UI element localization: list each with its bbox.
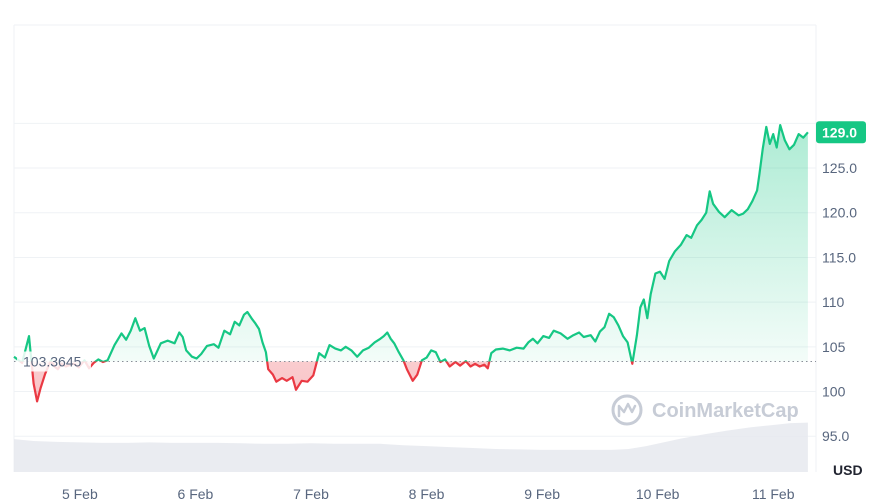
- watermark: CoinMarketCap: [611, 394, 799, 426]
- y-tick-label: 95.0: [822, 428, 849, 444]
- y-tick-label: 110: [822, 294, 845, 310]
- y-tick-label: 125.0: [822, 160, 857, 176]
- x-tick-label: 9 Feb: [524, 486, 560, 502]
- price-line-down: [18, 361, 634, 403]
- y-tick-label: 100: [822, 384, 846, 400]
- y-tick-label: 105: [822, 339, 846, 355]
- volume-bar-area: [14, 422, 808, 472]
- x-axis: 5 Feb 6 Feb 7 Feb 8 Feb 9 Feb 10 Feb 11 Feb: [62, 486, 795, 502]
- baseline-value-label: 103.3645: [17, 351, 91, 372]
- y-tick-label: 115.0: [822, 249, 856, 265]
- x-tick-label: 8 Feb: [409, 486, 445, 502]
- area-fill-up: [14, 125, 808, 362]
- x-tick-label: 7 Feb: [293, 486, 329, 502]
- area-fill-down: [14, 361, 808, 402]
- price-line: [13, 124, 809, 403]
- price-area-fill: [14, 125, 808, 402]
- x-tick-label: 10 Feb: [636, 486, 680, 502]
- volume-area: [14, 422, 808, 472]
- y-axis: 95.0 100 105 110 115.0 120.0 125.0: [822, 160, 857, 444]
- x-tick-label: 5 Feb: [62, 486, 98, 502]
- current-price-text: 129.0: [822, 124, 857, 140]
- x-tick-label: 11 Feb: [752, 486, 795, 502]
- x-tick-label: 6 Feb: [178, 486, 214, 502]
- price-line-up: [13, 124, 809, 362]
- y-tick-label: 120.0: [822, 205, 857, 221]
- coinmarketcap-logo-icon: [611, 394, 643, 426]
- current-price-label: 129.0: [816, 121, 866, 144]
- baseline-value-text: 103.3645: [23, 354, 82, 370]
- currency-unit-label: USD: [833, 462, 863, 478]
- watermark-text: CoinMarketCap: [652, 400, 799, 422]
